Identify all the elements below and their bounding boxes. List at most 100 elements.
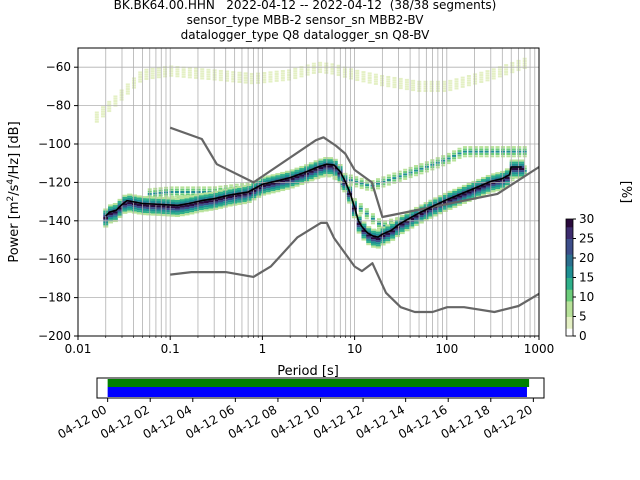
heatmap-cell — [349, 68, 354, 71]
heatmap-cell — [414, 215, 420, 218]
heatmap-cell — [146, 200, 152, 203]
heatmap-cell — [284, 185, 290, 188]
heatmap-cell — [510, 61, 515, 64]
heatmap-cell — [179, 201, 185, 204]
heatmap-cell — [429, 90, 434, 93]
heatmap-cell — [371, 239, 377, 242]
heatmap-cell — [125, 83, 130, 86]
heatmap-cell — [245, 182, 250, 185]
heatmap-cell — [414, 223, 420, 227]
heatmap-cell — [293, 77, 298, 80]
heatmap-cell — [318, 158, 324, 161]
heatmap-cell — [163, 75, 168, 78]
heatmap-cell — [160, 197, 166, 200]
heatmap-cell — [390, 238, 396, 241]
heatmap-cell — [179, 214, 185, 217]
heatmap-cell — [246, 200, 252, 203]
heatmap-cell — [299, 70, 304, 73]
heatmap-cell — [349, 75, 354, 78]
heatmap-cell — [361, 75, 366, 78]
heatmap-cell — [398, 80, 403, 83]
heatmap-cell — [485, 179, 491, 182]
heatmap-cell — [141, 206, 147, 209]
heatmap-cell — [127, 193, 133, 196]
heatmap-cell — [208, 200, 214, 203]
heatmap-cell — [514, 159, 520, 162]
heatmap-cell — [112, 217, 118, 220]
heatmap-cell — [476, 191, 482, 194]
heatmap-cell — [293, 74, 298, 77]
y-tick-label: −100 — [38, 137, 71, 151]
heatmap-cell — [165, 205, 171, 208]
heatmap-cell — [132, 79, 137, 82]
heatmap-cell — [514, 163, 520, 166]
heatmap-cell — [359, 177, 364, 180]
heatmap-cell — [367, 79, 372, 82]
heatmap-cell — [364, 212, 369, 215]
heatmap-cell — [452, 193, 458, 196]
heatmap-cell — [198, 207, 204, 211]
noise-model-curves — [105, 126, 540, 314]
heatmap-cell — [237, 187, 243, 191]
heatmap-cell — [504, 178, 510, 182]
timeline-bar-data — [107, 379, 530, 387]
heatmap-cell — [165, 201, 171, 204]
heatmap-cell — [479, 80, 484, 83]
heatmap-cell — [500, 146, 505, 149]
heatmap-cell — [354, 183, 359, 186]
heatmap-cell — [330, 72, 335, 75]
heatmap-cell — [299, 75, 304, 78]
heatmap-cell — [428, 203, 434, 207]
heatmap-cell — [144, 71, 149, 74]
heatmap-cell — [433, 197, 439, 200]
heatmap-cell — [165, 197, 171, 200]
heatmap-cell — [169, 67, 174, 70]
heatmap-cell — [373, 80, 378, 83]
heatmap-cell — [457, 188, 463, 192]
heatmap-cell — [113, 97, 118, 100]
heatmap-cell — [452, 150, 457, 153]
heatmap-cell — [151, 205, 157, 208]
heatmap-cell — [414, 217, 420, 220]
heatmap-cell — [461, 189, 467, 192]
heatmap-cell — [227, 200, 233, 203]
heatmap-cell — [280, 76, 285, 79]
heatmap-cell — [371, 237, 377, 240]
heatmap-cell — [491, 77, 496, 80]
heatmap-cell — [471, 195, 477, 198]
heatmap-cell — [404, 78, 409, 81]
heatmap-cell — [511, 152, 516, 155]
heatmap-cell — [347, 186, 353, 189]
heatmap-cell — [454, 85, 459, 88]
heatmap-cell — [101, 106, 106, 109]
heatmap-cell — [174, 193, 179, 196]
heatmap-cell — [237, 78, 242, 81]
heatmap-cell — [174, 191, 179, 193]
heatmap-cell — [218, 74, 223, 77]
heatmap-cell — [386, 174, 391, 177]
heatmap-cell — [375, 233, 381, 236]
heatmap-cell — [358, 209, 363, 212]
heatmap-cell — [318, 64, 323, 67]
heatmap-cell — [404, 226, 410, 230]
heatmap-cell — [342, 188, 348, 191]
x-axis-ticks: 0.01 0.1 1 10 100 1000 — [65, 336, 554, 356]
heatmap-cell — [390, 223, 396, 227]
heatmap-cell — [318, 173, 324, 176]
heatmap-cell — [169, 193, 174, 196]
heatmap-cell — [203, 194, 209, 197]
heatmap-cell — [227, 191, 233, 194]
heatmap-cell — [409, 217, 415, 221]
heatmap-cell — [375, 242, 381, 245]
heatmap-cell — [184, 206, 190, 210]
heatmap-cell — [237, 198, 243, 201]
heatmap-cell — [468, 152, 473, 155]
colorbar-swatch — [566, 328, 573, 333]
x-tick-label: 1 — [259, 342, 267, 356]
heatmap-cell — [174, 206, 180, 209]
heatmap-cell — [342, 177, 348, 180]
series-line-nhnm — [169, 126, 540, 219]
heatmap-cell — [275, 175, 281, 178]
heatmap-cell — [155, 213, 161, 216]
heatmap-cell — [275, 187, 281, 191]
